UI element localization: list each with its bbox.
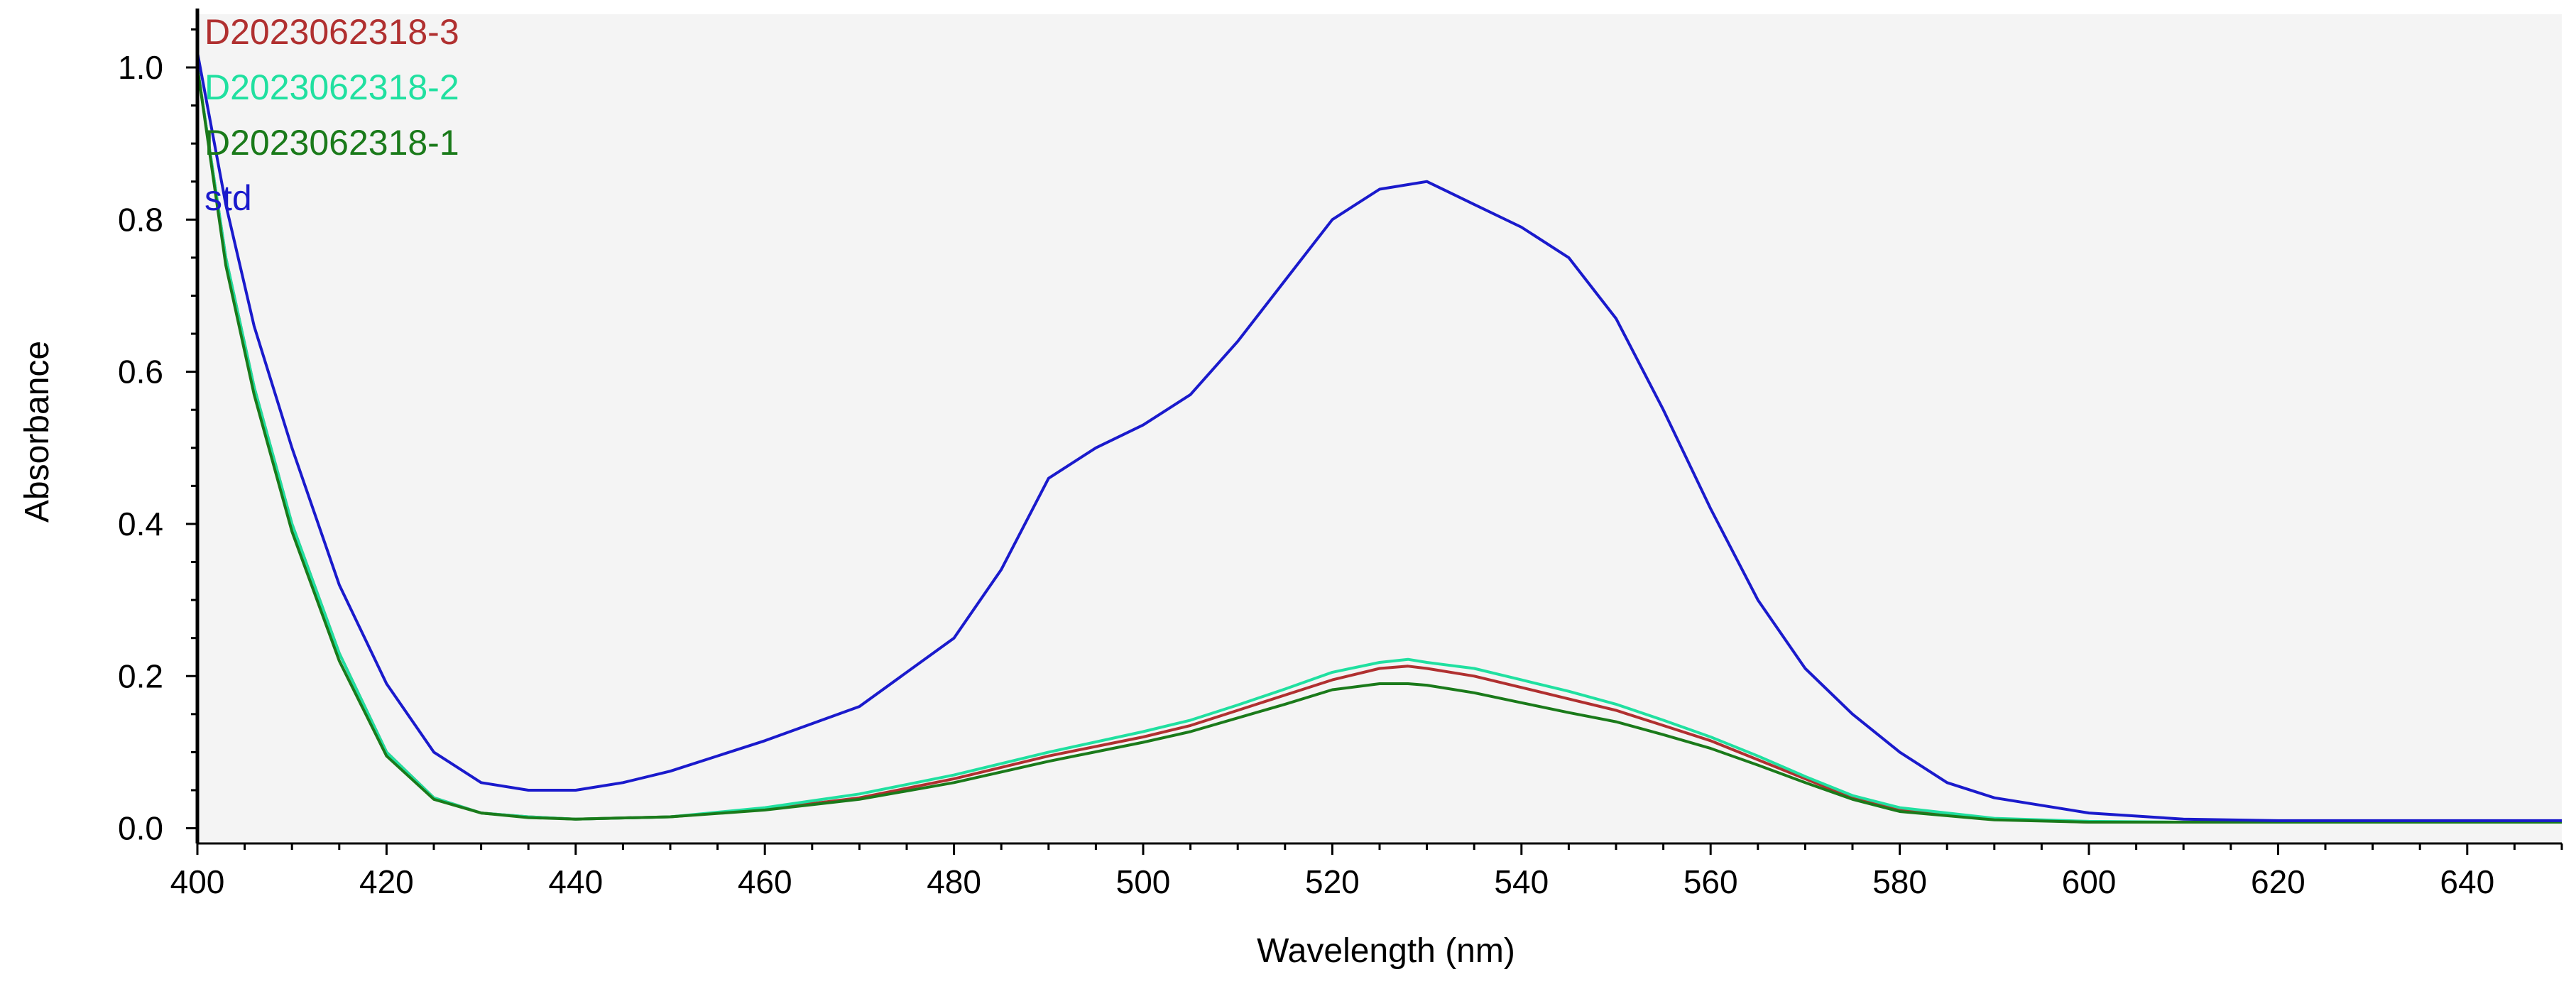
- y-tick-label: 0.2: [118, 657, 163, 694]
- y-tick-label: 0.0: [118, 810, 163, 847]
- x-tick-label: 500: [1116, 863, 1171, 900]
- legend: D2023062318-3 D2023062318-2 D2023062318-1 s…: [204, 12, 459, 218]
- axes-group: 400 420 440 460 480 500 520 540 560 580 600 620 640 0…: [118, 9, 2563, 900]
- series-line-D2023062318-1: [196, 67, 2562, 824]
- x-tick-label: 480: [927, 863, 981, 900]
- x-tick-label: 520: [1305, 863, 1360, 900]
- y-tick-label: 0.6: [118, 354, 163, 390]
- x-tick-label: 460: [738, 863, 792, 900]
- legend-entry-D2023062318-3: D2023062318-3: [204, 12, 459, 52]
- plot-background: [197, 14, 2562, 843]
- x-tick-label: 540: [1494, 863, 1549, 900]
- series-line-std: [196, 52, 2562, 822]
- x-tick-label: 620: [2251, 863, 2305, 900]
- legend-entry-std: std: [204, 178, 252, 218]
- y-tick-label: 0.4: [118, 506, 163, 542]
- x-tick-label: 440: [548, 863, 603, 900]
- x-tick-label: 600: [2062, 863, 2117, 900]
- y-axis-title: Absorbance: [18, 341, 56, 523]
- legend-entry-D2023062318-1: D2023062318-1: [204, 123, 459, 163]
- x-tick-label: 640: [2440, 863, 2494, 900]
- x-tick-label: 420: [359, 863, 414, 900]
- legend-entry-D2023062318-2: D2023062318-2: [204, 67, 459, 107]
- x-tick-label: 400: [170, 863, 225, 900]
- x-tick-label: 580: [1872, 863, 1927, 900]
- x-tick-label: 560: [1683, 863, 1738, 900]
- x-axis-title: Wavelength (nm): [1257, 932, 1515, 970]
- series-group: [196, 52, 2562, 824]
- y-tick-label: 0.8: [118, 201, 163, 238]
- y-tick-label: 1.0: [118, 49, 163, 86]
